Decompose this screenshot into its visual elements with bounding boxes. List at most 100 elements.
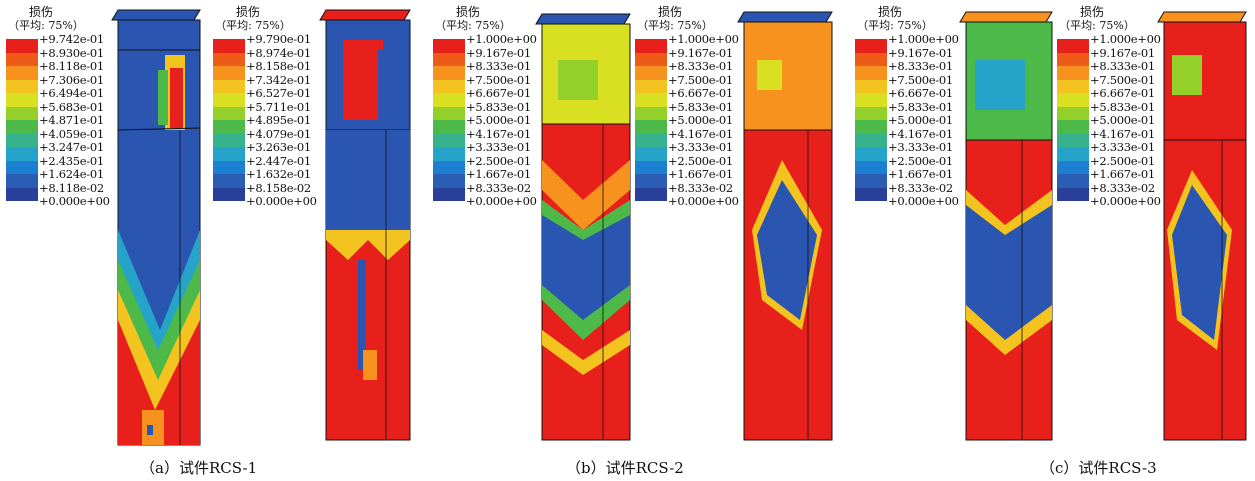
legend-entry: +8.333e-01 bbox=[433, 60, 537, 80]
legend-swatch bbox=[855, 160, 887, 174]
legend-value: +5.833e-01 bbox=[1090, 99, 1155, 114]
legend-entry: +1.000e+00 bbox=[635, 33, 739, 53]
legend-entry: +6.667e-01 bbox=[635, 86, 739, 107]
legend-entry: +8.333e-02 bbox=[635, 181, 739, 201]
legend-value: +3.263e-01 bbox=[246, 140, 311, 154]
legend-swatch bbox=[635, 174, 667, 188]
legend-a2: 损伤 （平均: 75%） +9.790e-01 +8.974e-01 +8.158e… bbox=[213, 6, 317, 209]
legend-entry: +1.667e-01 bbox=[1057, 168, 1161, 188]
legend-title: 损伤 bbox=[235, 5, 260, 19]
legend-swatch bbox=[433, 66, 465, 80]
legend-entry: +1.000e+00 bbox=[855, 32, 959, 53]
legend-entry: +1.667e-01 bbox=[433, 168, 537, 188]
legend-value: +6.667e-01 bbox=[888, 86, 953, 100]
legend-swatch bbox=[1057, 174, 1089, 188]
legend-entry: +9.167e-01 bbox=[1057, 45, 1161, 66]
legend-entry: +8.158e-01 bbox=[213, 59, 317, 80]
legend-value: +9.167e-01 bbox=[1090, 45, 1155, 60]
legend-value: +4.167e-01 bbox=[466, 126, 531, 141]
legend-swatch bbox=[433, 93, 465, 107]
legend-swatch bbox=[855, 174, 887, 188]
legend-value: +6.667e-01 bbox=[668, 86, 733, 100]
legend-swatch bbox=[6, 106, 38, 120]
legend-swatch bbox=[855, 52, 887, 66]
legend-subtitle: （平均: 75%） bbox=[8, 19, 84, 32]
legend-swatch bbox=[6, 187, 38, 201]
legend-swatch bbox=[6, 147, 38, 161]
legend-entry: +8.118e-01 bbox=[6, 60, 110, 80]
legend-swatch bbox=[6, 174, 38, 188]
legend-swatch bbox=[635, 133, 667, 147]
legend-entry: +1.667e-01 bbox=[855, 168, 959, 188]
legend-value: +4.167e-01 bbox=[668, 126, 733, 141]
legend-value: +2.500e-01 bbox=[888, 153, 953, 168]
legend-value: +6.667e-01 bbox=[1090, 86, 1155, 100]
legend-value: +9.167e-01 bbox=[888, 45, 953, 60]
legend-swatch bbox=[855, 93, 887, 107]
legend-entry: +7.500e-01 bbox=[635, 73, 739, 93]
legend-value: +1.000e+00 bbox=[888, 32, 959, 46]
legend-entry: +9.167e-01 bbox=[433, 46, 537, 66]
legend-value: +0.000e+00 bbox=[246, 194, 317, 208]
legend-value: +4.871e-01 bbox=[39, 113, 104, 127]
legend-swatch bbox=[6, 120, 38, 134]
legend-value: +4.079e-01 bbox=[246, 126, 311, 141]
legend-entry: +3.333e-01 bbox=[433, 140, 537, 161]
legend-value: +2.435e-01 bbox=[39, 153, 104, 168]
legend-value: +4.167e-01 bbox=[888, 126, 953, 141]
legend-value: +8.158e-01 bbox=[246, 59, 311, 73]
legend-value: +8.158e-02 bbox=[246, 180, 311, 195]
legend-swatch bbox=[433, 120, 465, 134]
legend-swatch bbox=[213, 52, 245, 66]
legend-subtitle: （平均: 75%） bbox=[1059, 19, 1135, 32]
legend-value: +9.742e-01 bbox=[39, 32, 104, 46]
legend-entry: +6.527e-01 bbox=[213, 87, 317, 107]
legend-entry: +4.167e-01 bbox=[635, 126, 739, 147]
legend-value: +0.000e+00 bbox=[668, 194, 739, 208]
legend-entry: +7.500e-01 bbox=[1057, 73, 1161, 93]
legend-value: +3.333e-01 bbox=[466, 140, 531, 154]
legend-swatch bbox=[213, 39, 245, 53]
legend-value: +7.306e-01 bbox=[39, 72, 104, 87]
legend-value: +1.624e-01 bbox=[39, 167, 104, 181]
legend-entry: +3.333e-01 bbox=[635, 141, 739, 161]
legend-swatch bbox=[6, 52, 38, 66]
legend-title: 损伤 bbox=[28, 5, 53, 19]
legend-swatch bbox=[6, 160, 38, 174]
legend-value: +4.059e-01 bbox=[39, 126, 104, 141]
legend-entry: +1.632e-01 bbox=[213, 168, 317, 188]
legend-swatch bbox=[855, 147, 887, 161]
legend-entry: +5.833e-01 bbox=[635, 100, 739, 120]
legend-swatch bbox=[433, 106, 465, 120]
legend-swatch bbox=[213, 120, 245, 134]
legend-entry: +6.494e-01 bbox=[6, 87, 110, 107]
legend-swatch bbox=[855, 120, 887, 134]
legend-entry: +7.500e-01 bbox=[433, 73, 537, 93]
legend-swatch bbox=[635, 79, 667, 93]
legend-swatch bbox=[1057, 93, 1089, 107]
legend-entry: +5.000e-01 bbox=[635, 114, 739, 134]
legend-value: +0.000e+00 bbox=[888, 194, 959, 208]
legend-value: +5.833e-01 bbox=[466, 99, 531, 114]
legend-swatch bbox=[1057, 39, 1089, 53]
caption-c: （c）试件RCS-3 bbox=[1040, 459, 1157, 477]
column-b2-contour bbox=[737, 11, 833, 441]
legend-entry: +3.263e-01 bbox=[213, 140, 317, 161]
legend-entry: +8.333e-02 bbox=[855, 181, 959, 201]
legend-swatch bbox=[433, 160, 465, 174]
legend-subtitle: （平均: 75%） bbox=[435, 19, 511, 32]
legend-entry: +4.871e-01 bbox=[6, 113, 110, 134]
legend-swatch bbox=[635, 187, 667, 201]
legend-entry: +6.667e-01 bbox=[433, 87, 537, 107]
legend-value: +2.500e-01 bbox=[466, 153, 531, 168]
legend-value: +4.895e-01 bbox=[246, 113, 311, 127]
column-c1-contour bbox=[959, 11, 1053, 441]
legend-swatch bbox=[433, 174, 465, 188]
legend-subtitle: （平均: 75%） bbox=[637, 19, 713, 32]
legend-value: +5.000e-01 bbox=[888, 113, 953, 127]
legend-swatch bbox=[433, 187, 465, 201]
legend-swatch bbox=[433, 52, 465, 66]
legend-value: +7.342e-01 bbox=[246, 72, 311, 87]
legend-entry: +5.683e-01 bbox=[6, 100, 110, 120]
legend-entry: +9.790e-01 bbox=[213, 33, 317, 53]
